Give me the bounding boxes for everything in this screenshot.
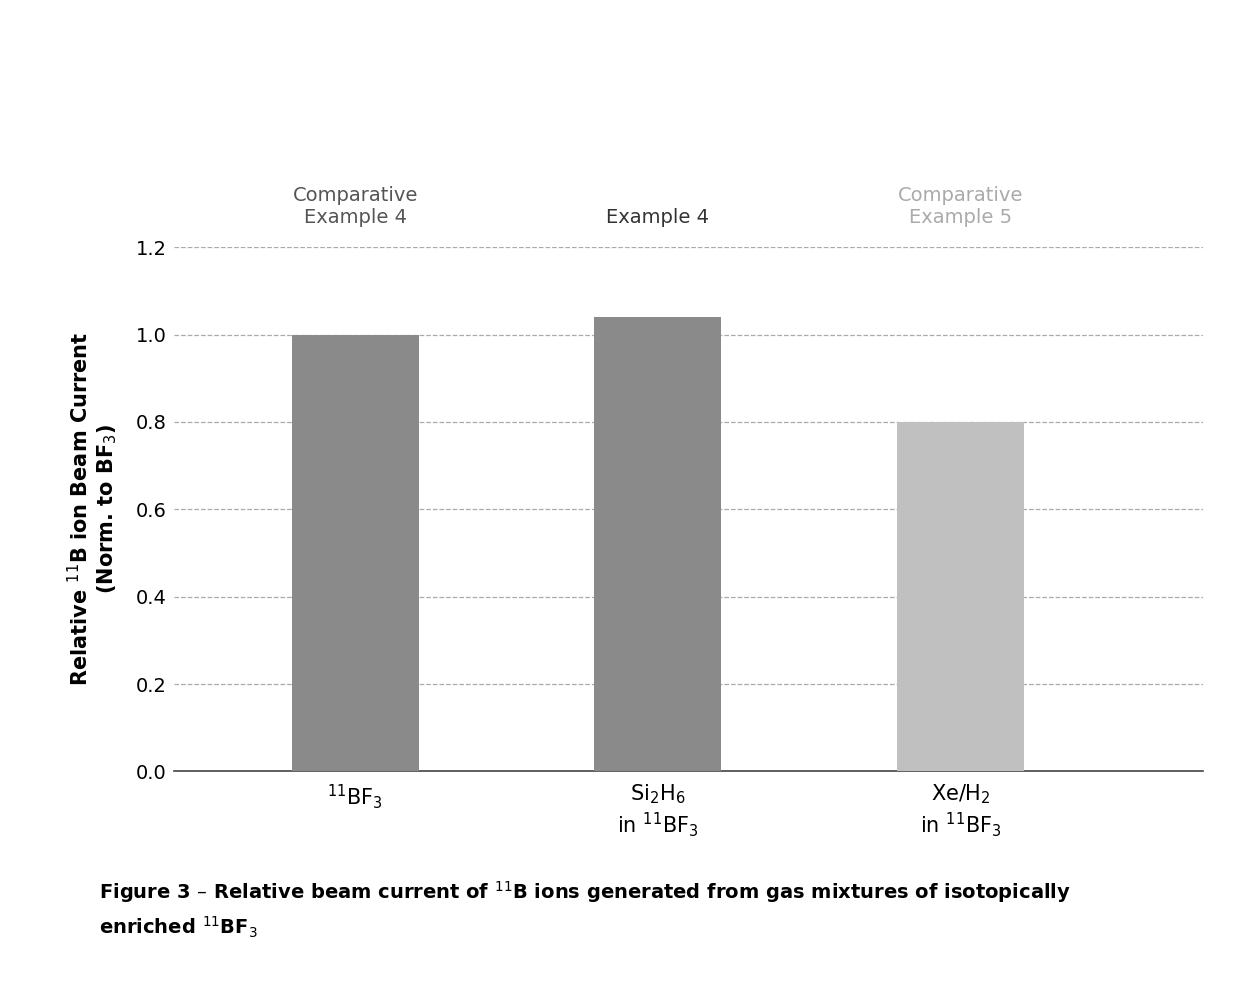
Text: Comparative
Example 4: Comparative Example 4 (293, 187, 418, 227)
Y-axis label: Relative $^{11}$B ion Beam Current
(Norm. to BF$_3$): Relative $^{11}$B ion Beam Current (Norm… (67, 332, 119, 686)
Bar (594, 317, 722, 771)
Text: Figure 3 – Relative beam current of $^{11}$B ions generated from gas mixtures of: Figure 3 – Relative beam current of $^{1… (99, 879, 1071, 905)
Bar (291, 334, 419, 771)
Text: Example 4: Example 4 (606, 209, 709, 227)
Text: enriched $^{11}$BF$_3$: enriched $^{11}$BF$_3$ (99, 915, 258, 940)
Text: Comparative
Example 5: Comparative Example 5 (898, 187, 1023, 227)
Bar (897, 422, 1024, 771)
